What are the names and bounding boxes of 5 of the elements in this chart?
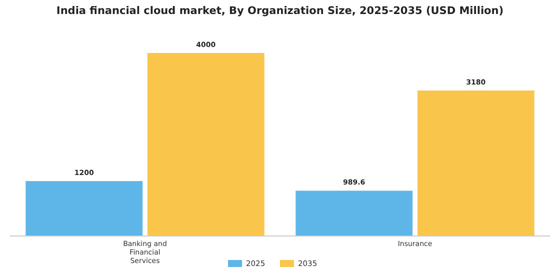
bar [26,181,143,236]
bar [296,190,413,236]
bar [147,53,264,236]
bar [417,90,534,236]
chart-title: India financial cloud market, By Organization Size, 2025-2035 (USD Million) [56,5,504,17]
